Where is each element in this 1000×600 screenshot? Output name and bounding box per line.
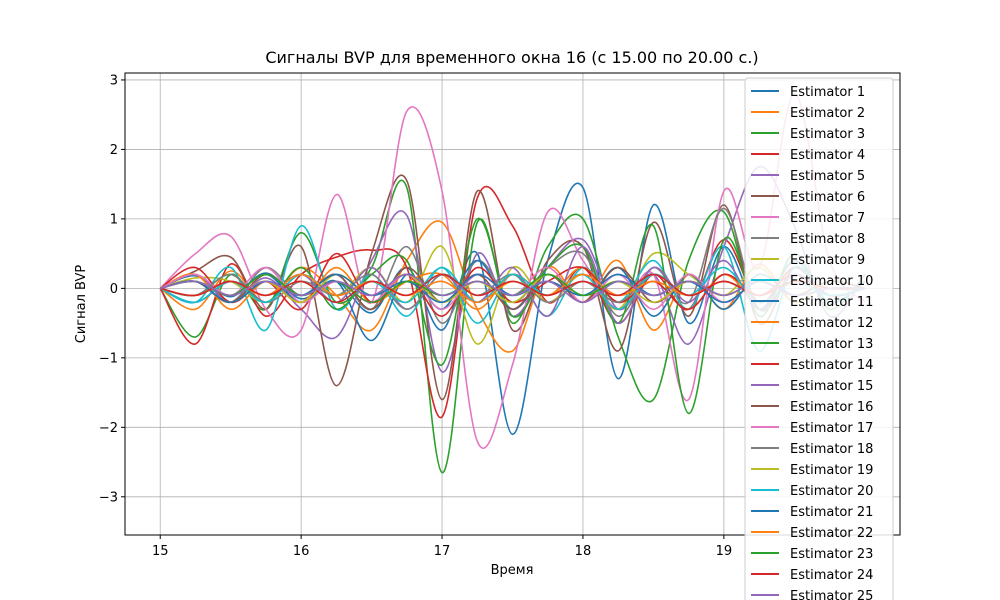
plot-frame bbox=[124, 72, 901, 536]
legend-label: Estimator 17 bbox=[790, 421, 873, 436]
legend-label: Estimator 5 bbox=[790, 169, 865, 184]
legend-label: Estimator 9 bbox=[790, 253, 865, 268]
legend-label: Estimator 14 bbox=[790, 358, 873, 373]
legend-label: Estimator 13 bbox=[790, 337, 873, 352]
legend-label: Estimator 6 bbox=[790, 190, 865, 205]
x-tick-label: 17 bbox=[434, 544, 451, 559]
y-axis-ticks: −3 −2 −1 0 1 2 3 bbox=[99, 73, 125, 505]
legend: Estimator 1 Estimator 2 Estimator 3 Estimat… bbox=[744, 77, 894, 600]
y-tick-label: 0 bbox=[110, 282, 118, 297]
series-line-estimator-1 bbox=[159, 182, 866, 436]
legend-label: Estimator 19 bbox=[790, 463, 873, 478]
y-axis-label: Сигнал BVP bbox=[74, 265, 89, 344]
legend-label: Estimator 21 bbox=[790, 505, 873, 520]
legend-label: Estimator 22 bbox=[790, 526, 873, 541]
x-tick-label: 15 bbox=[152, 544, 169, 559]
x-tick-label: 18 bbox=[575, 544, 592, 559]
y-tick-label: −2 bbox=[99, 421, 118, 436]
legend-label: Estimator 12 bbox=[790, 316, 873, 331]
x-tick-label: 16 bbox=[293, 544, 310, 559]
legend-label: Estimator 3 bbox=[790, 127, 865, 142]
legend-label: Estimator 10 bbox=[790, 274, 873, 289]
y-tick-label: −3 bbox=[99, 490, 118, 505]
legend-frame bbox=[744, 77, 894, 600]
chart-title: Сигналы BVP для временного окна 16 (с 15… bbox=[265, 48, 758, 67]
legend-label: Estimator 7 bbox=[790, 211, 865, 226]
series-line-estimator-6 bbox=[159, 174, 866, 401]
legend-label: Estimator 18 bbox=[790, 442, 873, 457]
x-tick-label: 19 bbox=[716, 544, 733, 559]
legend-label: Estimator 1 bbox=[790, 85, 865, 100]
legend-label: Estimator 25 bbox=[790, 589, 873, 600]
series-line-estimator-13 bbox=[160, 218, 865, 415]
x-axis-label: Время bbox=[491, 563, 534, 578]
y-tick-label: −1 bbox=[99, 351, 118, 366]
series-line-estimator-4 bbox=[159, 185, 865, 419]
legend-label: Estimator 23 bbox=[790, 547, 873, 562]
legend-label: Estimator 4 bbox=[790, 148, 865, 163]
legend-label: Estimator 11 bbox=[790, 295, 873, 310]
x-axis-ticks: 15 16 17 18 19 bbox=[152, 535, 732, 559]
y-tick-label: 3 bbox=[110, 73, 118, 88]
legend-label: Estimator 20 bbox=[790, 484, 873, 499]
legend-label: Estimator 2 bbox=[790, 106, 865, 121]
legend-label: Estimator 15 bbox=[790, 379, 873, 394]
y-tick-label: 2 bbox=[110, 143, 118, 158]
legend-label: Estimator 24 bbox=[790, 568, 873, 583]
legend-label: Estimator 16 bbox=[790, 400, 873, 415]
legend-label: Estimator 8 bbox=[790, 232, 865, 247]
y-tick-label: 1 bbox=[110, 212, 118, 227]
